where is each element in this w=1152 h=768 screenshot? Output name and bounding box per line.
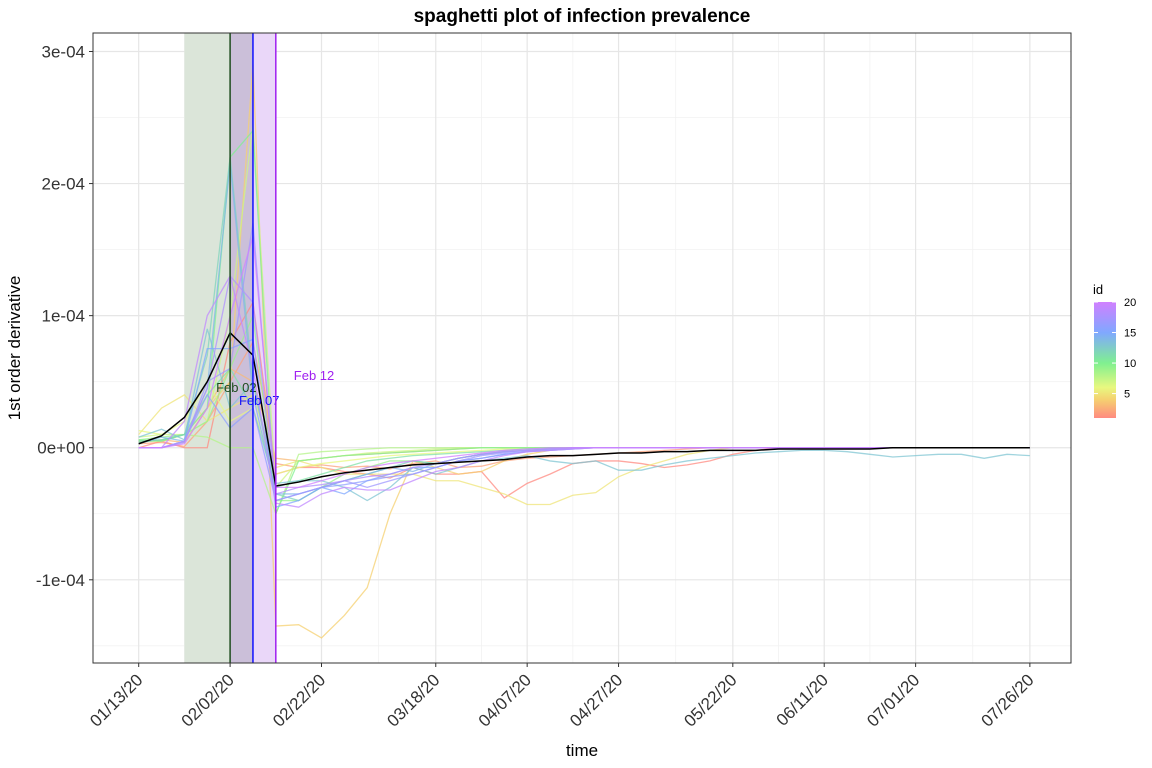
x-axis-label: time	[566, 741, 598, 760]
mean-line	[138, 331, 1030, 487]
x-tick-label: 07/01/20	[863, 670, 923, 730]
y-tick-label: 1e-04	[42, 307, 85, 326]
legend: id 5 10 15 20	[1093, 282, 1136, 418]
shaded-period	[230, 33, 253, 663]
x-tick-label: 05/22/20	[680, 670, 740, 730]
legend-tick-label: 15	[1124, 328, 1136, 340]
x-tick-label: 07/26/20	[977, 670, 1037, 730]
x-tick-label: 04/27/20	[566, 670, 626, 730]
x-tick-label: 06/11/20	[773, 670, 832, 729]
annotation-label: Feb 02	[216, 380, 256, 395]
x-tick-label: 01/13/20	[86, 670, 146, 730]
y-axis-label: 1st order derivative	[5, 276, 24, 421]
y-tick-label: 2e-04	[42, 175, 85, 194]
legend-colorbar	[1094, 302, 1116, 418]
x-tick-label: 04/07/20	[475, 670, 535, 730]
x-tick-label: 03/18/20	[383, 670, 443, 730]
chart-title: spaghetti plot of infection prevalence	[414, 6, 751, 27]
annotation-label: Feb 07	[239, 393, 279, 408]
series-line-id-13	[138, 328, 1030, 502]
x-tick-label: 02/22/20	[269, 670, 329, 730]
legend-tick-label: 10	[1124, 358, 1136, 370]
y-tick-label: 0e+00	[37, 439, 85, 458]
legend-tick-label: 5	[1124, 389, 1130, 401]
annotation-label: Feb 12	[294, 368, 334, 383]
y-tick-label: -1e-04	[36, 571, 85, 590]
legend-title: id	[1093, 282, 1103, 297]
plot-border	[92, 32, 1072, 664]
x-tick-label: 02/02/20	[178, 670, 238, 730]
legend-tick-label: 20	[1124, 297, 1136, 309]
y-tick-label: 3e-04	[42, 42, 85, 61]
